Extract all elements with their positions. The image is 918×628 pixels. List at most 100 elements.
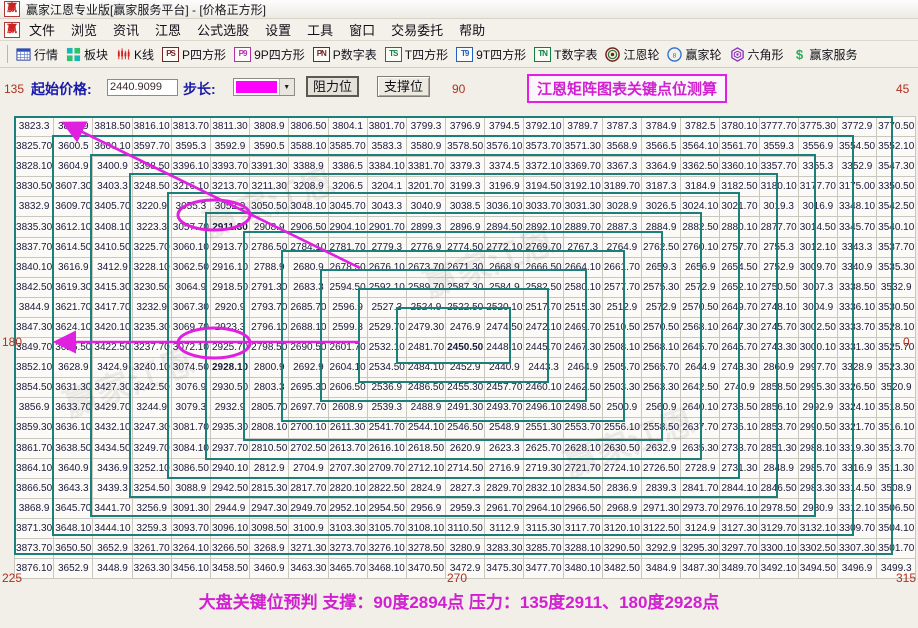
grid-cell[interactable]: 3619.30 bbox=[53, 276, 94, 298]
grid-cell[interactable]: 3434.50 bbox=[92, 437, 133, 459]
grid-cell[interactable]: 3513.70 bbox=[876, 437, 917, 459]
grid-cell[interactable]: 3132.10 bbox=[797, 517, 838, 539]
grid-cell[interactable]: 3372.10 bbox=[523, 156, 564, 178]
grid-cell[interactable]: 3876.10 bbox=[13, 558, 55, 580]
grid-cell[interactable]: 3597.70 bbox=[131, 136, 172, 158]
grid-cell[interactable]: 2680.9 bbox=[288, 256, 329, 278]
grid-cell[interactable]: 2947.30 bbox=[249, 497, 290, 519]
grid-cell[interactable]: 2488.9 bbox=[405, 397, 447, 419]
grid-cell[interactable]: 2877.70 bbox=[758, 216, 799, 238]
grid-cell[interactable]: 3832.9 bbox=[13, 196, 55, 218]
grid-cell[interactable]: 2932.9 bbox=[209, 397, 251, 419]
grid-cell[interactable]: 2829.70 bbox=[484, 477, 525, 499]
grid-cell[interactable]: 3048.10 bbox=[288, 196, 329, 218]
grid-cell[interactable]: 2788.9 bbox=[249, 256, 290, 278]
grid-cell[interactable]: 2990.50 bbox=[797, 417, 838, 439]
grid-cell[interactable]: 3866.50 bbox=[13, 477, 55, 499]
grid-cell[interactable]: 3057.70 bbox=[170, 216, 211, 238]
grid-cell[interactable]: 2584.9 bbox=[484, 276, 525, 298]
grid-cell[interactable]: 2820.10 bbox=[327, 477, 368, 499]
toolbar-button-p9-box[interactable]: P9 9P四方形 bbox=[230, 45, 309, 64]
grid-cell[interactable]: 2721.70 bbox=[562, 457, 603, 479]
grid-cell[interactable]: 3626.50 bbox=[53, 337, 94, 359]
grid-cell[interactable]: 2508.10 bbox=[601, 337, 643, 359]
grid-cell[interactable]: 2798.50 bbox=[249, 337, 290, 359]
grid-cell[interactable]: 3525.70 bbox=[876, 337, 917, 359]
grid-cell[interactable]: 2937.70 bbox=[209, 437, 251, 459]
grid-cell[interactable]: 3235.30 bbox=[131, 316, 172, 339]
grid-cell[interactable]: 3285.70 bbox=[523, 537, 564, 560]
grid-cell[interactable]: 2661.70 bbox=[601, 256, 643, 278]
menu-item-6[interactable]: 工具 bbox=[307, 23, 334, 38]
grid-cell[interactable]: 2570.50 bbox=[640, 316, 682, 339]
grid-cell[interactable]: 2570.50 bbox=[680, 296, 721, 318]
grid-cell[interactable]: 3072.10 bbox=[170, 337, 211, 359]
grid-cell[interactable]: 2796.10 bbox=[249, 316, 290, 339]
grid-cell[interactable]: 3583.3 bbox=[366, 136, 407, 158]
grid-cell[interactable]: 2836.9 bbox=[601, 477, 643, 499]
grid-cell[interactable]: 3273.70 bbox=[327, 537, 368, 560]
grid-cell[interactable]: 2700.10 bbox=[288, 417, 329, 439]
grid-cell[interactable]: 3259.3 bbox=[131, 517, 172, 539]
grid-cell[interactable]: 2781.70 bbox=[327, 236, 368, 258]
grid-cell[interactable]: 3799.3 bbox=[405, 115, 447, 138]
grid-cell[interactable]: 2544.10 bbox=[405, 417, 447, 439]
grid-cell[interactable]: 2467.30 bbox=[562, 337, 603, 359]
step-color-dropdown[interactable]: ▼ bbox=[233, 78, 295, 96]
grid-cell[interactable]: 3129.70 bbox=[758, 517, 799, 539]
grid-cell[interactable]: 3360.10 bbox=[719, 156, 760, 178]
grid-cell[interactable]: 2760.10 bbox=[680, 236, 721, 258]
chevron-down-icon[interactable]: ▼ bbox=[278, 79, 294, 95]
grid-cell[interactable]: 3357.70 bbox=[758, 156, 799, 178]
grid-cell[interactable]: 3439.3 bbox=[92, 477, 133, 499]
grid-cell[interactable]: 2515.30 bbox=[562, 296, 603, 318]
grid-cell[interactable]: 3508.9 bbox=[876, 477, 917, 499]
grid-cell[interactable]: 3415.30 bbox=[92, 276, 133, 298]
grid-cell[interactable]: 2635.30 bbox=[680, 437, 721, 459]
grid-cell[interactable]: 2472.10 bbox=[523, 316, 564, 339]
toolbar-button-tn-box[interactable]: TN T数字表 bbox=[530, 45, 601, 64]
grid-cell[interactable]: 2846.50 bbox=[758, 477, 799, 499]
grid-cell[interactable]: 2709.70 bbox=[366, 457, 407, 479]
grid-cell[interactable]: 2762.50 bbox=[640, 236, 682, 258]
toolbar-button-candlestick[interactable]: K线 bbox=[112, 45, 158, 64]
grid-cell[interactable]: 2599.3 bbox=[327, 316, 368, 339]
grid-cell[interactable]: 3254.50 bbox=[131, 477, 172, 499]
grid-cell[interactable]: 3578.50 bbox=[445, 136, 486, 158]
grid-cell[interactable]: 3204.1 bbox=[366, 176, 407, 198]
grid-cell[interactable]: 2534.50 bbox=[366, 357, 407, 379]
grid-cell[interactable]: 2767.3 bbox=[562, 236, 603, 258]
grid-cell[interactable]: 2505.70 bbox=[601, 357, 643, 379]
grid-cell[interactable]: 2964.10 bbox=[523, 497, 564, 519]
grid-cell[interactable]: 2520.10 bbox=[484, 296, 525, 318]
grid-cell[interactable]: 3379.3 bbox=[445, 156, 486, 178]
menu-item-4[interactable]: 公式选股 bbox=[197, 23, 250, 38]
grid-cell[interactable]: 2887.3 bbox=[601, 216, 643, 238]
grid-cell[interactable]: 3808.9 bbox=[249, 115, 290, 138]
grid-cell[interactable]: 3432.10 bbox=[92, 417, 133, 439]
grid-cell[interactable]: 3019.3 bbox=[758, 196, 799, 218]
grid-cell[interactable]: 3412.9 bbox=[92, 256, 133, 278]
grid-cell[interactable]: 2892.10 bbox=[523, 216, 564, 238]
grid-cell[interactable]: 2690.50 bbox=[288, 337, 329, 359]
grid-cell[interactable]: 2637.70 bbox=[680, 417, 721, 439]
grid-cell[interactable]: 2618.50 bbox=[405, 437, 447, 459]
grid-cell[interactable]: 2997.70 bbox=[797, 357, 838, 379]
grid-cell[interactable]: 3345.70 bbox=[836, 216, 878, 238]
grid-cell[interactable]: 3871.30 bbox=[13, 517, 55, 539]
grid-cell[interactable]: 2949.70 bbox=[288, 497, 329, 519]
grid-cell[interactable]: 3861.70 bbox=[13, 437, 55, 459]
grid-cell[interactable]: 3091.30 bbox=[170, 497, 211, 519]
grid-cell[interactable]: 3547.30 bbox=[876, 156, 917, 178]
grid-cell[interactable]: 3343.3 bbox=[836, 236, 878, 258]
grid-cell[interactable]: 2776.9 bbox=[405, 236, 447, 258]
grid-cell[interactable]: 2944.9 bbox=[209, 497, 251, 519]
grid-cell[interactable]: 3074.50 bbox=[170, 357, 211, 379]
grid-cell[interactable]: 2714.50 bbox=[445, 457, 486, 479]
grid-cell[interactable]: 3326.50 bbox=[836, 377, 878, 399]
grid-cell[interactable]: 2810.50 bbox=[249, 437, 290, 459]
grid-cell[interactable]: 2853.70 bbox=[758, 417, 799, 439]
grid-cell[interactable]: 2911.30 bbox=[209, 216, 251, 238]
grid-cell[interactable]: 2496.10 bbox=[523, 397, 564, 419]
grid-cell[interactable]: 2560.9 bbox=[640, 397, 682, 419]
